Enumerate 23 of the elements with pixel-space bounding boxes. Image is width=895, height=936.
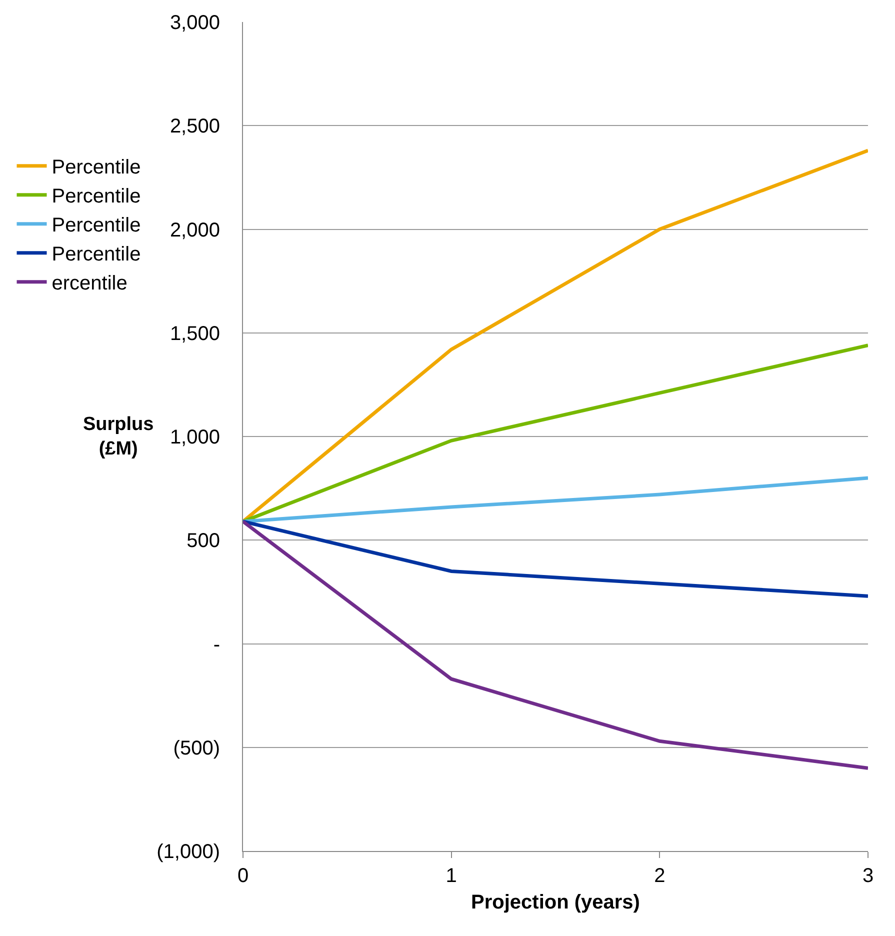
legend-label: ercentile — [52, 272, 128, 295]
y-tick-label: 1,500 — [170, 322, 220, 345]
line-series — [243, 476, 868, 524]
y-tick-label: (500) — [173, 737, 220, 760]
line-series — [243, 520, 868, 770]
y-tick-label: - — [213, 634, 220, 656]
legend-label: Percentile — [52, 244, 141, 266]
x-tick-label: 3 — [862, 865, 874, 887]
y-tick-label: 2,000 — [170, 219, 220, 242]
y-axis-title: Surplus (£M) — [83, 414, 154, 460]
y-tick-label: (1,000) — [156, 841, 220, 863]
x-tick-label: 2 — [654, 865, 666, 887]
y-tick-label: 1,000 — [170, 426, 220, 448]
x-axis-title: Projection (years) — [471, 892, 640, 914]
legend-label: Percentile — [52, 156, 141, 179]
x-tick-label: 1 — [446, 865, 457, 887]
line-series — [243, 520, 868, 598]
y-tick-label: 2,500 — [170, 116, 220, 138]
x-tick-label: 0 — [237, 865, 249, 887]
legend-label: Percentile — [52, 214, 141, 237]
y-tick-label: 500 — [186, 530, 220, 552]
y-tick-label: 3,000 — [170, 12, 220, 34]
legend-label: Percentile — [52, 186, 141, 208]
